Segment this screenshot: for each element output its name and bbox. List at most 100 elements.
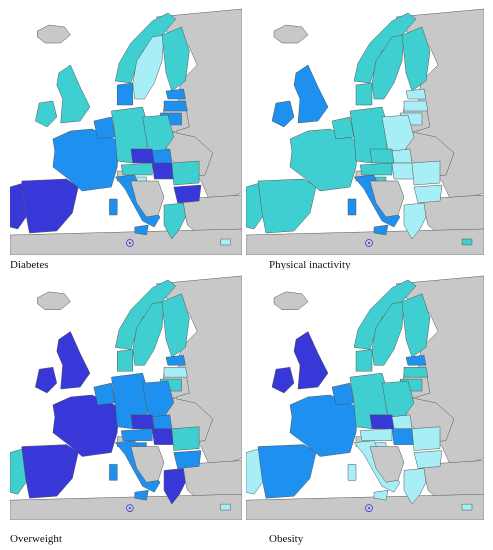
poland-region (142, 114, 175, 152)
cyprus-region (461, 503, 473, 511)
bulgaria-region (413, 450, 443, 469)
bulgaria-region (413, 184, 443, 204)
cyprus-region (220, 238, 231, 246)
malta-marker (126, 504, 134, 512)
uk-region (293, 331, 329, 390)
africa-region (10, 228, 242, 255)
cyprus-region (220, 503, 231, 511)
balkans-region (130, 180, 165, 218)
denmark-region (116, 349, 134, 372)
obesity-map-panel (246, 270, 484, 520)
physical-inactivity-map-label: Physical inactivity (269, 259, 351, 271)
ireland-region (35, 100, 58, 128)
diabetes-map-panel (10, 3, 242, 255)
slovakia-region (391, 148, 413, 164)
greece-region (163, 202, 186, 240)
iceland-region (37, 24, 71, 44)
benelux-region (93, 382, 116, 406)
austria-region (359, 428, 393, 441)
spain-region (257, 444, 317, 499)
benelux-region (331, 116, 355, 140)
balkans-region (369, 446, 405, 483)
africa-region (246, 493, 484, 520)
romania-region (171, 160, 200, 186)
austria-region (359, 162, 393, 176)
greece-region (403, 202, 427, 240)
poland-region (142, 380, 175, 418)
romania-region (411, 160, 441, 186)
spain-region (257, 178, 317, 234)
france-region (289, 128, 359, 192)
malta-marker (365, 239, 373, 247)
latvia-region (163, 100, 188, 112)
austria-region (120, 428, 153, 441)
latvia-region (403, 366, 429, 378)
finland-region (401, 293, 431, 358)
sicily-region (373, 224, 389, 236)
slovakia-region (152, 414, 173, 429)
france-region (289, 394, 359, 457)
denmark-region (355, 82, 373, 106)
malta-marker (126, 239, 134, 247)
benelux-region (93, 116, 116, 140)
finland-region (161, 293, 190, 358)
spain-region (21, 178, 79, 234)
africa-region (246, 228, 484, 255)
cyprus-region (461, 238, 473, 246)
czechia-region (369, 148, 395, 164)
diabetes-map (10, 3, 242, 255)
latvia-region (403, 100, 429, 112)
sweden-region (371, 34, 405, 100)
balkans-region (130, 446, 165, 483)
finland-region (161, 26, 190, 92)
malta-dot (368, 242, 370, 244)
physical-inactivity-map (246, 3, 484, 255)
france-region (52, 394, 120, 457)
estonia-region (165, 355, 186, 366)
sardinia-region (347, 464, 357, 481)
france-region (52, 128, 120, 192)
estonia-region (405, 88, 427, 100)
romania-region (411, 426, 441, 451)
africa-region (10, 493, 242, 520)
uk-region (293, 64, 329, 124)
bulgaria-region (173, 450, 202, 469)
malta-marker (365, 504, 373, 512)
sweden-region (132, 34, 165, 100)
sicily-region (134, 224, 149, 236)
sardinia-region (109, 198, 118, 216)
ireland-region (271, 100, 295, 128)
ireland-region (271, 366, 295, 394)
physical-inactivity-map-panel (246, 3, 484, 255)
romania-region (171, 426, 200, 451)
estonia-region (405, 355, 427, 366)
malta-dot (368, 507, 370, 510)
overweight-map (10, 270, 242, 520)
estonia-region (165, 88, 186, 100)
sicily-region (134, 489, 149, 501)
finland-region (401, 26, 431, 92)
uk-region (56, 331, 91, 390)
overweight-map-label: Overweight (10, 533, 62, 545)
sardinia-region (109, 464, 118, 481)
denmark-region (116, 82, 134, 106)
malta-dot (128, 507, 131, 510)
poland-region (381, 380, 415, 418)
obesity-map (246, 270, 484, 520)
iceland-region (273, 24, 309, 44)
uk-region (56, 64, 91, 124)
iceland-region (273, 291, 309, 310)
overweight-map-panel (10, 270, 242, 520)
diabetes-map-label: Diabetes (10, 259, 49, 271)
bulgaria-region (173, 184, 202, 204)
czechia-region (130, 148, 155, 164)
sardinia-region (347, 198, 357, 216)
czechia-region (369, 414, 395, 429)
slovakia-region (391, 414, 413, 429)
poland-region (381, 114, 415, 152)
iceland-region (37, 291, 71, 310)
balkans-region (369, 180, 405, 218)
obesity-map-label: Obesity (269, 533, 304, 545)
denmark-region (355, 349, 373, 372)
malta-dot (128, 242, 131, 244)
